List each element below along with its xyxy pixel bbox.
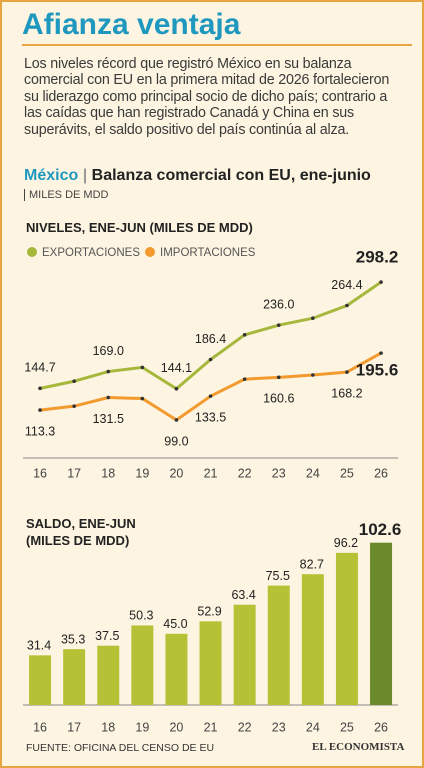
point bbox=[379, 351, 383, 355]
title: Afianza ventaja bbox=[22, 8, 412, 46]
data-label: 63.4 bbox=[231, 588, 255, 602]
data-label: 102.6 bbox=[359, 520, 402, 539]
point bbox=[345, 303, 349, 308]
x-tick-label: 22 bbox=[238, 466, 252, 480]
data-label: 186.4 bbox=[195, 332, 226, 346]
data-label: 298.2 bbox=[356, 248, 399, 267]
x-tick-label: 19 bbox=[135, 720, 149, 734]
legend-label: IMPORTACIONES bbox=[160, 247, 256, 259]
data-label: 75.5 bbox=[266, 569, 290, 583]
point bbox=[242, 333, 247, 337]
data-label: 236.0 bbox=[263, 297, 294, 311]
x-tick-label: 19 bbox=[135, 466, 149, 480]
bar bbox=[267, 585, 290, 705]
point bbox=[276, 323, 281, 327]
point bbox=[106, 369, 111, 374]
data-label: 195.6 bbox=[356, 361, 399, 380]
data-label: 50.3 bbox=[129, 609, 153, 623]
data-label: 52.9 bbox=[197, 605, 221, 619]
chart-title: SALDO, ENE-JUN (MILES DE MDD) bbox=[26, 516, 136, 548]
data-label: 133.5 bbox=[195, 410, 226, 424]
data-label: 169.0 bbox=[93, 344, 124, 358]
x-tick-label: 22 bbox=[238, 720, 252, 734]
x-tick-label: 17 bbox=[67, 466, 81, 480]
x-tick-label: 21 bbox=[204, 720, 218, 734]
bar bbox=[165, 633, 188, 705]
point bbox=[311, 373, 315, 377]
point bbox=[208, 357, 213, 362]
point bbox=[140, 396, 145, 401]
source: FUENTE: OFICINA DEL CENSO DE EU bbox=[26, 742, 215, 754]
legend-label: EXPORTACIONES bbox=[42, 247, 140, 259]
point bbox=[208, 394, 213, 398]
data-label: 31.4 bbox=[27, 639, 51, 653]
country: México bbox=[24, 167, 79, 184]
x-tick-label: 25 bbox=[340, 720, 354, 734]
point bbox=[242, 377, 247, 381]
legend-swatch bbox=[145, 247, 155, 257]
data-label: 168.2 bbox=[331, 386, 362, 400]
point bbox=[174, 386, 179, 391]
bar bbox=[63, 649, 86, 705]
brand: EL ECONOMISTA bbox=[312, 741, 405, 753]
legend-swatch bbox=[27, 247, 37, 257]
x-tick-label: 18 bbox=[101, 466, 115, 480]
x-tick-label: 21 bbox=[204, 466, 218, 480]
x-tick-label: 25 bbox=[340, 466, 354, 480]
bar bbox=[301, 574, 324, 705]
bar bbox=[370, 542, 393, 705]
x-tick-label: 18 bbox=[101, 720, 115, 734]
point bbox=[276, 375, 281, 380]
point bbox=[140, 365, 145, 370]
data-label: 113.3 bbox=[25, 424, 55, 438]
x-tick-label: 20 bbox=[169, 720, 183, 734]
data-label: 160.6 bbox=[263, 392, 294, 406]
data-label: 264.4 bbox=[331, 278, 362, 292]
point bbox=[174, 418, 179, 422]
x-tick-label: 26 bbox=[374, 720, 388, 734]
point bbox=[345, 370, 349, 374]
x-tick-label: 26 bbox=[374, 466, 388, 480]
data-label: 144.1 bbox=[161, 361, 192, 375]
data-label: 35.3 bbox=[61, 632, 85, 646]
intro-text: Los niveles récord que registró México e… bbox=[24, 56, 390, 138]
data-label: 96.2 bbox=[334, 536, 358, 550]
point bbox=[72, 404, 76, 408]
point bbox=[379, 280, 383, 284]
x-tick-label: 24 bbox=[306, 466, 320, 480]
point bbox=[311, 316, 315, 321]
bar bbox=[233, 604, 256, 705]
x-tick-label: 23 bbox=[272, 720, 286, 734]
separator: | bbox=[82, 167, 88, 184]
point bbox=[38, 408, 42, 412]
bar bbox=[199, 621, 222, 705]
point bbox=[38, 386, 42, 391]
subtitle: Balanza comercial con EU, ene-junio bbox=[91, 167, 371, 184]
x-tick-label: 16 bbox=[33, 720, 47, 734]
bar bbox=[29, 655, 52, 705]
x-tick-label: 17 bbox=[67, 720, 81, 734]
point bbox=[106, 395, 111, 400]
x-tick-label: 24 bbox=[306, 720, 320, 734]
data-label: 131.5 bbox=[93, 412, 124, 426]
data-label: 144.7 bbox=[24, 361, 55, 375]
x-tick-label: 16 bbox=[33, 466, 47, 480]
bar bbox=[131, 625, 154, 705]
chart-title: NIVELES, ENE-JUN (MILES DE MDD) bbox=[26, 220, 253, 235]
units: MILES DE MDD bbox=[24, 189, 108, 201]
data-label: 82.7 bbox=[300, 557, 324, 571]
data-label: 99.0 bbox=[164, 434, 188, 448]
bar bbox=[97, 645, 120, 705]
x-tick-label: 20 bbox=[169, 466, 183, 480]
data-label: 37.5 bbox=[95, 629, 119, 643]
point bbox=[72, 379, 76, 384]
data-label: 45.0 bbox=[163, 617, 187, 631]
subtitle-row: México | Balanza comercial con EU, ene-j… bbox=[24, 167, 371, 185]
x-tick-label: 23 bbox=[272, 466, 286, 480]
bar bbox=[335, 552, 358, 705]
